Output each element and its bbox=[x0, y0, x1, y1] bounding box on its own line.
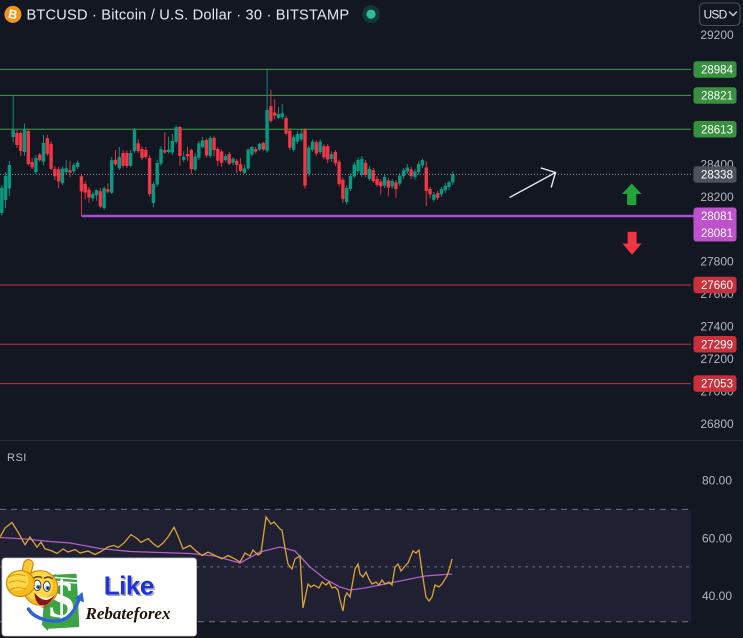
svg-text:Like: Like bbox=[105, 572, 155, 602]
svg-text:29200: 29200 bbox=[700, 28, 734, 42]
svg-text:28200: 28200 bbox=[700, 190, 734, 204]
svg-text:28984: 28984 bbox=[701, 65, 734, 77]
svg-text:BTCUSD · Bitcoin / U.S. Dollar: BTCUSD · Bitcoin / U.S. Dollar · 30 · BI… bbox=[27, 7, 350, 23]
svg-text:27400: 27400 bbox=[700, 319, 734, 333]
svg-text:28081: 28081 bbox=[701, 211, 733, 223]
svg-text:USD: USD bbox=[704, 7, 728, 21]
svg-text:80.00: 80.00 bbox=[702, 474, 732, 488]
svg-text:27299: 27299 bbox=[701, 339, 733, 351]
svg-text:RSI: RSI bbox=[7, 452, 27, 464]
svg-text:40.00: 40.00 bbox=[702, 589, 732, 603]
svg-text:60.00: 60.00 bbox=[702, 532, 732, 546]
svg-text:Rebateforex: Rebateforex bbox=[85, 604, 171, 623]
svg-text:B: B bbox=[7, 7, 19, 23]
svg-text:28081: 28081 bbox=[701, 228, 733, 240]
svg-text:28613: 28613 bbox=[701, 124, 733, 136]
svg-text:28821: 28821 bbox=[701, 91, 733, 103]
svg-text:27660: 27660 bbox=[701, 280, 733, 292]
svg-text:26800: 26800 bbox=[700, 417, 734, 431]
svg-text:Like: Like bbox=[104, 570, 154, 600]
svg-text:27200: 27200 bbox=[700, 352, 734, 366]
svg-text:27053: 27053 bbox=[701, 379, 733, 391]
svg-text:28338: 28338 bbox=[701, 170, 733, 182]
svg-text:27800: 27800 bbox=[700, 255, 734, 269]
